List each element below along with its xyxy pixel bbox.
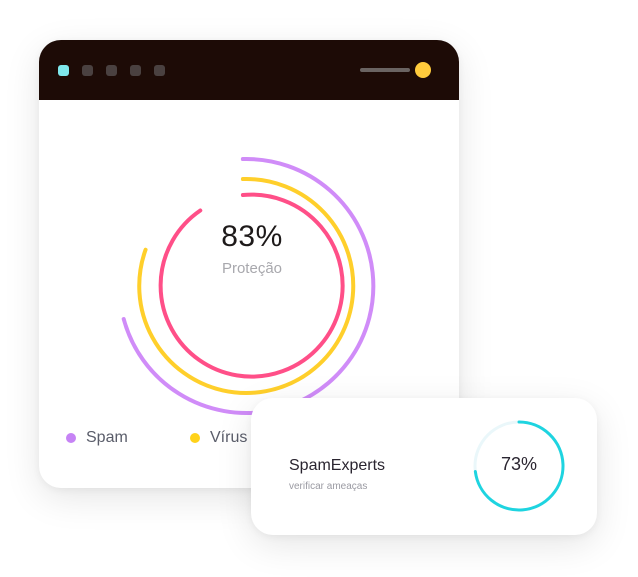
protection-window: 83% Proteção Spam Vírus xyxy=(39,40,459,488)
spam-ring xyxy=(121,157,376,415)
protection-label: Proteção xyxy=(221,260,283,277)
legend-label: Spam xyxy=(86,429,128,446)
window-dot[interactable] xyxy=(154,65,165,76)
window-dot-active[interactable] xyxy=(58,65,69,76)
scan-progress-ring xyxy=(473,420,565,512)
protection-value: 83% xyxy=(221,220,283,253)
protection-ring xyxy=(158,192,345,379)
window-titlebar xyxy=(39,40,459,100)
window-dot[interactable] xyxy=(82,65,93,76)
virus-ring xyxy=(137,177,356,395)
window-dot[interactable] xyxy=(130,65,141,76)
legend-item-spam: Spam xyxy=(66,429,128,447)
legend-dot-icon xyxy=(66,433,76,443)
card-subtitle: verificar ameaças xyxy=(289,481,368,492)
legend-item-virus: Vírus xyxy=(190,429,247,447)
legend-dot-icon xyxy=(190,433,200,443)
titlebar-bar-indicator xyxy=(360,68,410,72)
progress-arc xyxy=(473,420,565,512)
legend-label: Vírus xyxy=(210,429,248,446)
status-light-icon xyxy=(415,62,431,78)
spamexperts-card[interactable]: SpamExperts verificar ameaças 73% xyxy=(251,398,597,535)
window-dot[interactable] xyxy=(106,65,117,76)
card-title: SpamExperts xyxy=(289,457,386,474)
scan-percentage: 73% xyxy=(500,454,538,474)
protection-ring-chart xyxy=(121,157,376,415)
